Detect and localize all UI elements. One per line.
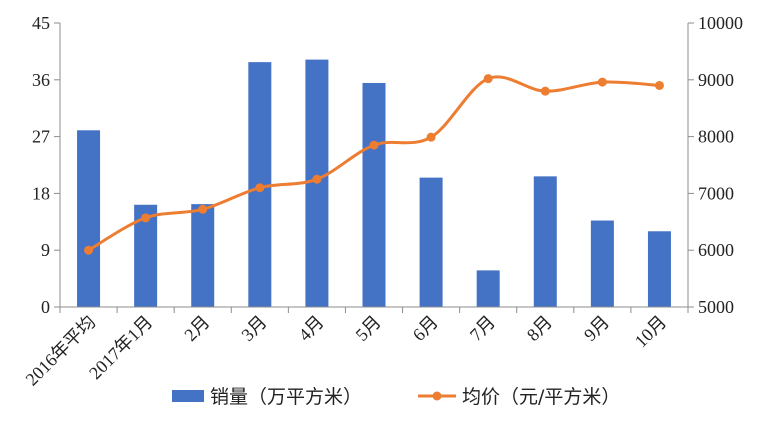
left-tick-label: 36	[32, 70, 50, 90]
legend-line-label: 均价（元/平方米）	[462, 386, 620, 408]
x-tick-label: 2月	[180, 312, 213, 345]
right-tick-label: 9000	[698, 70, 734, 90]
right-tick-label: 6000	[698, 240, 734, 260]
bar-9	[533, 176, 557, 307]
bar-7	[419, 177, 443, 307]
left-tick-label: 18	[32, 183, 50, 203]
bar-8	[476, 270, 500, 307]
price-point-3	[198, 204, 208, 214]
x-tick-label: 2016年平均	[22, 312, 100, 390]
right-tick-label: 10000	[698, 13, 743, 33]
price-point-5	[312, 174, 322, 184]
left-tick-label: 45	[32, 13, 50, 33]
right-tick-label: 7000	[698, 183, 734, 203]
legend-line-marker	[432, 391, 442, 401]
left-tick-label: 27	[32, 127, 50, 147]
price-point-11	[654, 80, 664, 90]
ticks-layer: 0 9 18 27 36 45 5000 6000 7000 8000 9000 10000	[32, 13, 743, 317]
bar-10	[590, 220, 614, 307]
price-point-2	[141, 213, 151, 223]
legend-bar-swatch	[172, 390, 204, 402]
bar-2	[134, 204, 158, 307]
x-tick-label: 6月	[409, 312, 442, 345]
left-tick-label: 9	[41, 240, 50, 260]
x-tick-label: 5月	[352, 312, 385, 345]
price-point-4	[255, 183, 265, 193]
x-tick-label: 4月	[295, 312, 328, 345]
x-tick-label: 10月	[631, 312, 671, 352]
axes-layer	[59, 23, 689, 308]
price-point-1	[84, 245, 94, 255]
bar-11	[647, 231, 671, 307]
left-tick-label: 0	[41, 297, 50, 317]
legend: 销量（万平方米） 均价（元/平方米）	[172, 386, 620, 408]
bars-layer	[77, 59, 671, 307]
x-tick-label: 3月	[237, 312, 270, 345]
line-layer	[84, 74, 664, 255]
price-point-7	[426, 132, 436, 142]
bar-3	[191, 204, 215, 307]
legend-bar-label: 销量（万平方米）	[210, 386, 362, 408]
x-tick-label: 8月	[523, 312, 556, 345]
bar-1	[77, 130, 101, 307]
right-tick-label: 5000	[698, 297, 734, 317]
price-point-9	[540, 86, 550, 96]
x-tick-label: 9月	[580, 312, 613, 345]
right-tick-label: 8000	[698, 127, 734, 147]
bar-6	[362, 82, 386, 307]
price-point-6	[369, 140, 379, 150]
price-point-8	[483, 74, 493, 84]
price-point-10	[597, 77, 607, 87]
x-tick-label: 7月	[466, 312, 499, 345]
